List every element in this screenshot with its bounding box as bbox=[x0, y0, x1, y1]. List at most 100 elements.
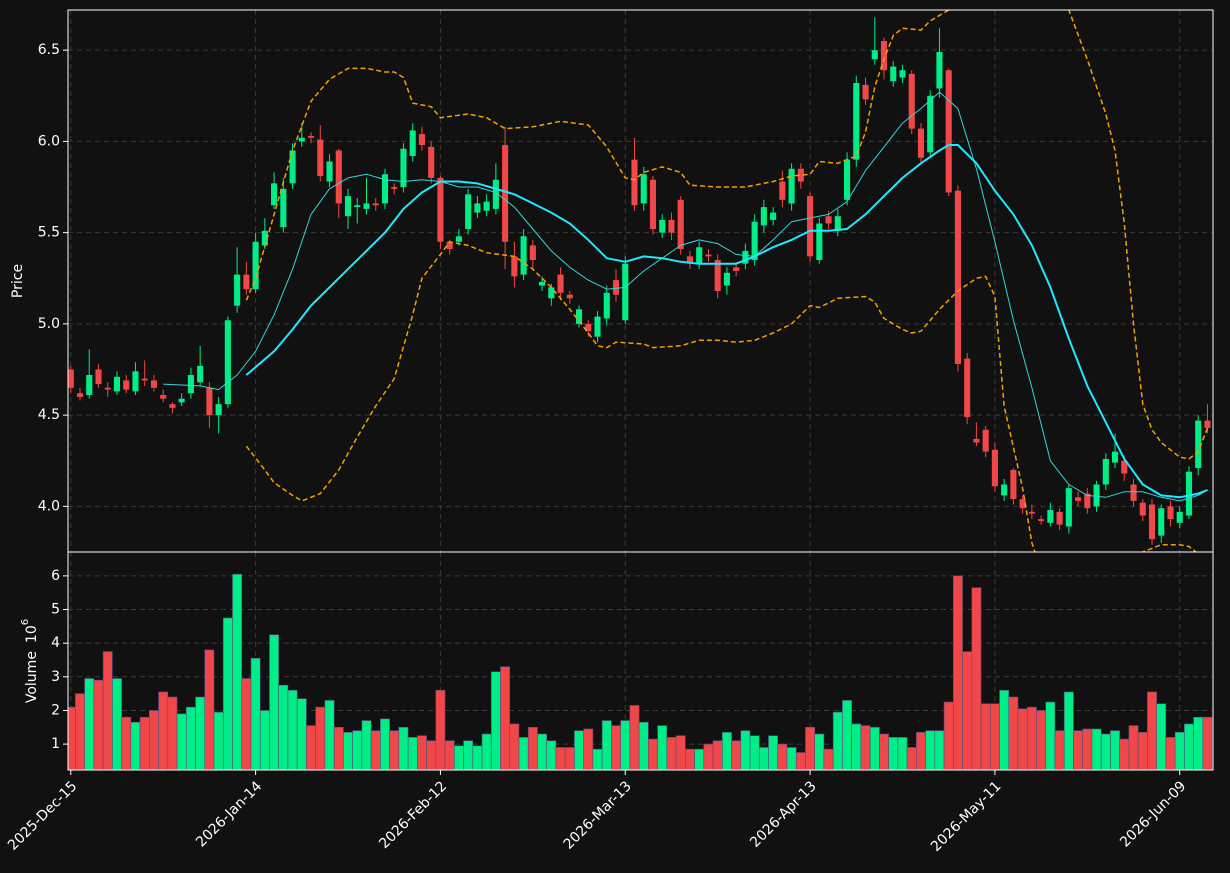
volume-bar bbox=[1026, 706, 1037, 770]
volume-exponent: 6 bbox=[20, 619, 31, 625]
candle-body bbox=[705, 254, 712, 257]
candle-body bbox=[742, 250, 749, 264]
candle-body bbox=[1130, 484, 1137, 501]
volume-bar bbox=[1184, 723, 1194, 770]
volume-bar bbox=[721, 732, 732, 770]
candle-body bbox=[455, 236, 462, 242]
volume-bar bbox=[296, 698, 307, 770]
overlay-line bbox=[245, 241, 1198, 552]
volume-bar bbox=[703, 743, 714, 770]
volume-bar bbox=[500, 666, 511, 770]
candle-body bbox=[363, 203, 370, 209]
candle-body bbox=[927, 95, 934, 153]
candle-body bbox=[492, 179, 499, 209]
overlay-line bbox=[163, 91, 1208, 502]
candle-body bbox=[326, 161, 333, 182]
volume-bar bbox=[389, 730, 400, 770]
candle-body bbox=[178, 398, 185, 403]
volume-bar bbox=[906, 747, 917, 770]
candle-body bbox=[1028, 511, 1035, 514]
y-tick-label: 4.0 bbox=[38, 498, 60, 514]
volume-bar bbox=[805, 726, 815, 770]
candle-body bbox=[474, 203, 481, 213]
candle-body bbox=[381, 174, 389, 204]
volume-bar bbox=[943, 701, 954, 770]
volume-bar bbox=[444, 740, 455, 770]
volume-bar bbox=[509, 723, 520, 770]
candle-body bbox=[566, 294, 573, 299]
candle-body bbox=[68, 369, 74, 388]
candle-body bbox=[797, 168, 804, 182]
candle-body bbox=[206, 387, 213, 416]
volume-bar bbox=[999, 689, 1010, 770]
candle-body bbox=[1038, 519, 1045, 521]
volume-bar bbox=[269, 634, 280, 770]
candle-body bbox=[1121, 460, 1128, 474]
candle-body bbox=[982, 429, 989, 452]
candle-body bbox=[141, 378, 148, 381]
candle-body bbox=[132, 371, 139, 392]
volume-bar bbox=[1082, 728, 1093, 770]
y-tick-label: 4.5 bbox=[38, 407, 60, 423]
candle-body bbox=[612, 280, 620, 295]
volume-bar bbox=[324, 700, 335, 770]
volume-bar bbox=[666, 737, 677, 770]
volume-bar bbox=[731, 740, 742, 770]
volume-bar bbox=[629, 705, 640, 770]
volume-bar bbox=[971, 587, 982, 770]
volume-bar bbox=[823, 748, 834, 770]
candle-body bbox=[280, 188, 287, 228]
candle-body bbox=[714, 260, 721, 292]
candle-body bbox=[169, 404, 176, 408]
volume-bar bbox=[407, 737, 418, 770]
volume-bar bbox=[1091, 728, 1102, 770]
y-tick-label: 3 bbox=[51, 669, 60, 685]
candle-body bbox=[215, 404, 222, 416]
candle-body bbox=[529, 245, 536, 261]
volume-bar bbox=[93, 679, 104, 770]
volume-bar bbox=[278, 684, 289, 770]
candle-body bbox=[668, 219, 675, 233]
volume-bar bbox=[398, 726, 409, 770]
volume-bar bbox=[112, 678, 122, 770]
candle-body bbox=[502, 145, 509, 242]
volume-bar bbox=[352, 730, 363, 770]
volume-bar bbox=[380, 718, 390, 770]
candle-body bbox=[603, 292, 610, 319]
volume-bar bbox=[518, 737, 529, 770]
volume-bar bbox=[1073, 730, 1083, 770]
candle-body bbox=[899, 70, 906, 78]
volume-bar bbox=[370, 730, 381, 770]
volume-bar bbox=[620, 720, 631, 770]
y-tick-label: 1 bbox=[51, 736, 60, 752]
volume-bar bbox=[953, 575, 963, 770]
candle-body bbox=[76, 393, 84, 397]
candle-body bbox=[197, 365, 204, 383]
volume-bar bbox=[527, 726, 538, 770]
volume-bar bbox=[185, 706, 196, 770]
volume-bar bbox=[648, 738, 658, 770]
volume-bar bbox=[1137, 732, 1148, 770]
volume-bar bbox=[195, 696, 206, 770]
volume-bar bbox=[758, 747, 769, 770]
volume-bar bbox=[888, 737, 899, 770]
volume-bar bbox=[1017, 708, 1028, 770]
candle-body bbox=[234, 274, 241, 306]
candle-body bbox=[871, 50, 878, 60]
candle-body bbox=[843, 159, 851, 200]
candle-body bbox=[317, 139, 324, 177]
volume-bar bbox=[149, 710, 159, 770]
volume-bar bbox=[259, 710, 270, 770]
candle-body bbox=[917, 128, 925, 158]
volume-bar bbox=[611, 725, 621, 770]
candle-body bbox=[1204, 420, 1211, 428]
volume-bar bbox=[1193, 716, 1204, 770]
candle-body bbox=[511, 256, 518, 277]
volume-bar bbox=[842, 700, 852, 770]
volume-bar bbox=[832, 711, 843, 770]
candle-body bbox=[95, 369, 102, 385]
volume-bar bbox=[749, 735, 760, 770]
volume-scale: 10 bbox=[24, 625, 40, 643]
volume-bar bbox=[869, 726, 880, 770]
volume-label: Volume bbox=[24, 651, 40, 703]
